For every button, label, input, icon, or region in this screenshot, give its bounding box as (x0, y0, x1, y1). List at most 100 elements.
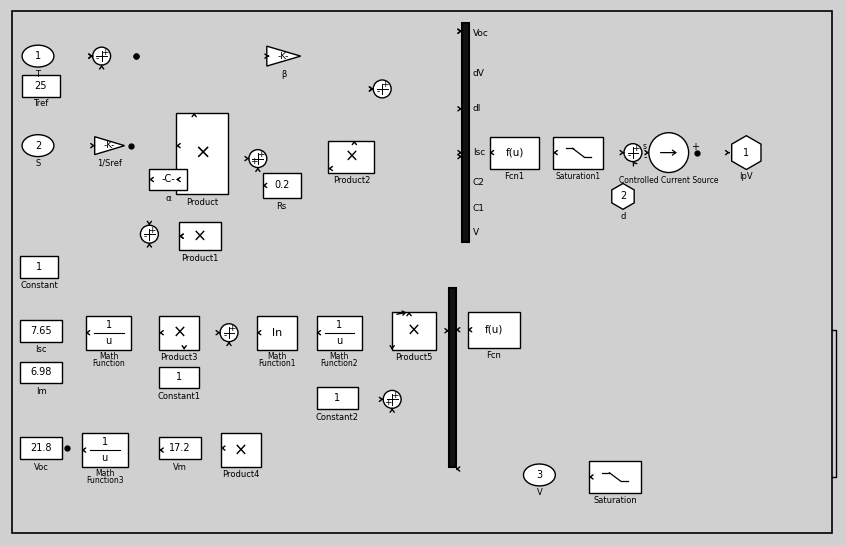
Text: 17.2: 17.2 (169, 443, 191, 453)
Bar (316, 387, 359, 409)
Text: Saturation: Saturation (593, 496, 637, 505)
Circle shape (649, 133, 689, 173)
Polygon shape (612, 184, 634, 209)
Text: C2: C2 (473, 178, 485, 187)
Text: Function3: Function3 (85, 476, 124, 486)
Bar (176, 113, 228, 195)
Text: Constant1: Constant1 (157, 392, 201, 401)
Text: ×: × (344, 148, 359, 166)
Text: 2: 2 (35, 141, 41, 150)
Circle shape (140, 225, 158, 243)
Text: -: - (627, 151, 630, 160)
Bar (22, 75, 60, 97)
Text: 1: 1 (176, 372, 182, 383)
Ellipse shape (524, 464, 555, 486)
Text: Product4: Product4 (222, 470, 260, 480)
Text: α: α (165, 194, 171, 203)
Bar (263, 173, 300, 198)
Text: u: u (337, 336, 343, 346)
Text: Vm: Vm (173, 463, 187, 471)
Text: 6.98: 6.98 (30, 367, 52, 378)
Text: 1: 1 (337, 320, 343, 330)
Polygon shape (266, 46, 300, 66)
Text: 1: 1 (102, 437, 107, 447)
Text: 0.2: 0.2 (274, 180, 289, 190)
Text: Voc: Voc (473, 29, 489, 38)
Text: -: - (223, 331, 227, 340)
Text: Math: Math (95, 469, 114, 479)
Bar (221, 433, 261, 467)
Text: +: + (384, 397, 392, 407)
Text: +: + (690, 142, 699, 152)
Text: +: + (391, 391, 398, 400)
Text: Math: Math (330, 352, 349, 361)
Bar (20, 361, 62, 384)
Text: Product: Product (186, 198, 218, 207)
Text: ×: × (234, 441, 248, 459)
Ellipse shape (22, 45, 54, 67)
Text: d: d (620, 212, 626, 221)
Text: Fcn1: Fcn1 (504, 172, 525, 181)
Text: Im: Im (36, 387, 47, 396)
Text: Tref: Tref (33, 99, 48, 108)
Text: dI: dI (473, 104, 481, 113)
Circle shape (624, 144, 642, 161)
Text: Saturation1: Saturation1 (556, 172, 601, 181)
Text: Constant: Constant (20, 281, 58, 290)
Text: Voc: Voc (34, 463, 48, 471)
Text: Fcn: Fcn (486, 351, 501, 360)
Bar (490, 137, 540, 168)
Bar (85, 316, 131, 349)
Bar (449, 288, 456, 467)
Circle shape (220, 324, 238, 342)
Text: -: - (376, 87, 380, 96)
Text: 21.8: 21.8 (30, 443, 52, 453)
Bar (159, 367, 199, 389)
Text: V: V (536, 488, 542, 498)
Bar (20, 437, 62, 459)
Text: Function2: Function2 (321, 359, 358, 368)
Bar (159, 437, 201, 459)
Text: +: + (250, 157, 257, 166)
Text: Isc: Isc (36, 345, 47, 354)
Text: IpV: IpV (739, 172, 753, 181)
Polygon shape (732, 136, 761, 169)
Text: Rs: Rs (277, 202, 287, 211)
Text: 1: 1 (744, 148, 750, 158)
Text: S: S (36, 159, 41, 168)
Text: 1: 1 (334, 393, 340, 403)
Text: β: β (281, 70, 287, 78)
Bar (553, 137, 603, 168)
Text: -K-: -K- (278, 52, 289, 60)
Text: s: s (643, 142, 647, 151)
Text: 7.65: 7.65 (30, 326, 52, 336)
Circle shape (383, 390, 401, 408)
Bar (20, 320, 62, 342)
Text: Isc: Isc (473, 148, 485, 157)
Text: -K-: -K- (104, 141, 115, 150)
Text: T: T (36, 70, 41, 78)
Text: -C-: -C- (162, 174, 175, 184)
Text: Product3: Product3 (161, 353, 198, 362)
Text: ×: × (173, 324, 186, 342)
Text: 1: 1 (35, 51, 41, 61)
Text: +: + (382, 81, 388, 89)
Bar (316, 316, 362, 349)
Text: Constant2: Constant2 (316, 413, 359, 422)
Bar (20, 256, 58, 278)
Text: ×: × (193, 227, 207, 245)
Text: 2: 2 (620, 191, 626, 202)
Text: Controlled Current Source: Controlled Current Source (619, 176, 718, 185)
Text: Math: Math (267, 352, 287, 361)
Text: Math: Math (99, 352, 118, 361)
Circle shape (93, 47, 111, 65)
Text: -: - (643, 153, 647, 162)
Circle shape (373, 80, 391, 98)
Text: C1: C1 (473, 204, 485, 213)
Text: +: + (257, 150, 264, 159)
Text: Product1: Product1 (181, 253, 219, 263)
Text: 3: 3 (536, 470, 542, 480)
Bar (589, 461, 641, 493)
Text: 1: 1 (106, 320, 112, 330)
Text: 1/Sref: 1/Sref (97, 158, 122, 167)
